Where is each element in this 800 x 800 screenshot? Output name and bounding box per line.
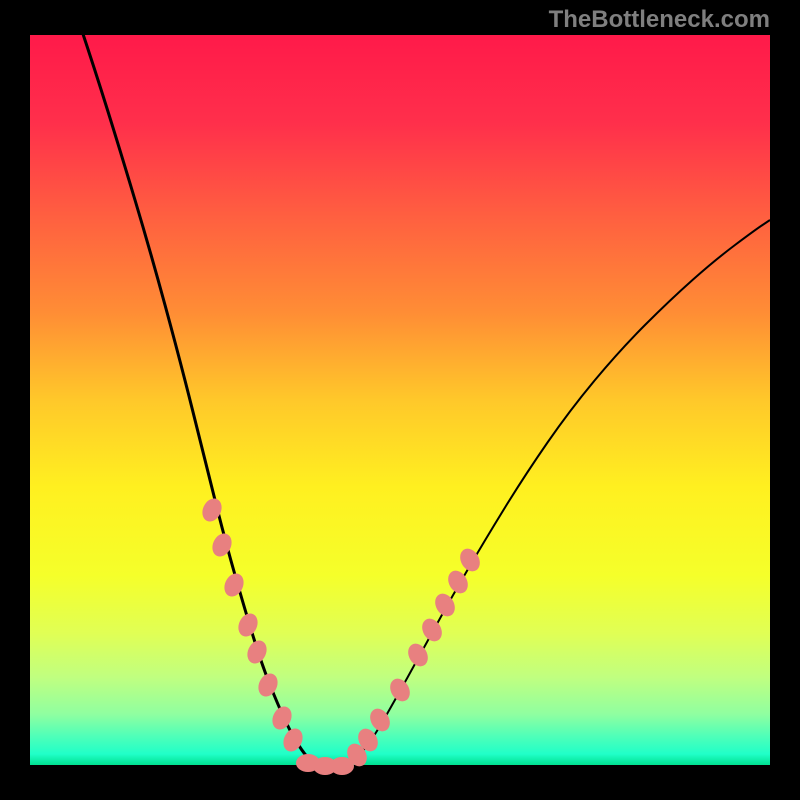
curve-marker [431,590,459,620]
curve-marker [418,615,446,645]
curve-marker [404,640,432,670]
curve-marker [386,675,414,705]
watermark-text: TheBottleneck.com [549,6,770,34]
curve-marker [244,637,270,666]
curve-marker [235,610,261,639]
curve-line [80,25,315,765]
curve-marker [209,530,235,559]
curve-marker [269,703,295,732]
curve-layer [0,0,800,800]
curve-marker [330,757,354,775]
curve-line [350,220,770,765]
curve-marker [221,570,247,599]
curve-marker [255,670,281,699]
bottleneck-chart: TheBottleneck.com [0,0,800,800]
